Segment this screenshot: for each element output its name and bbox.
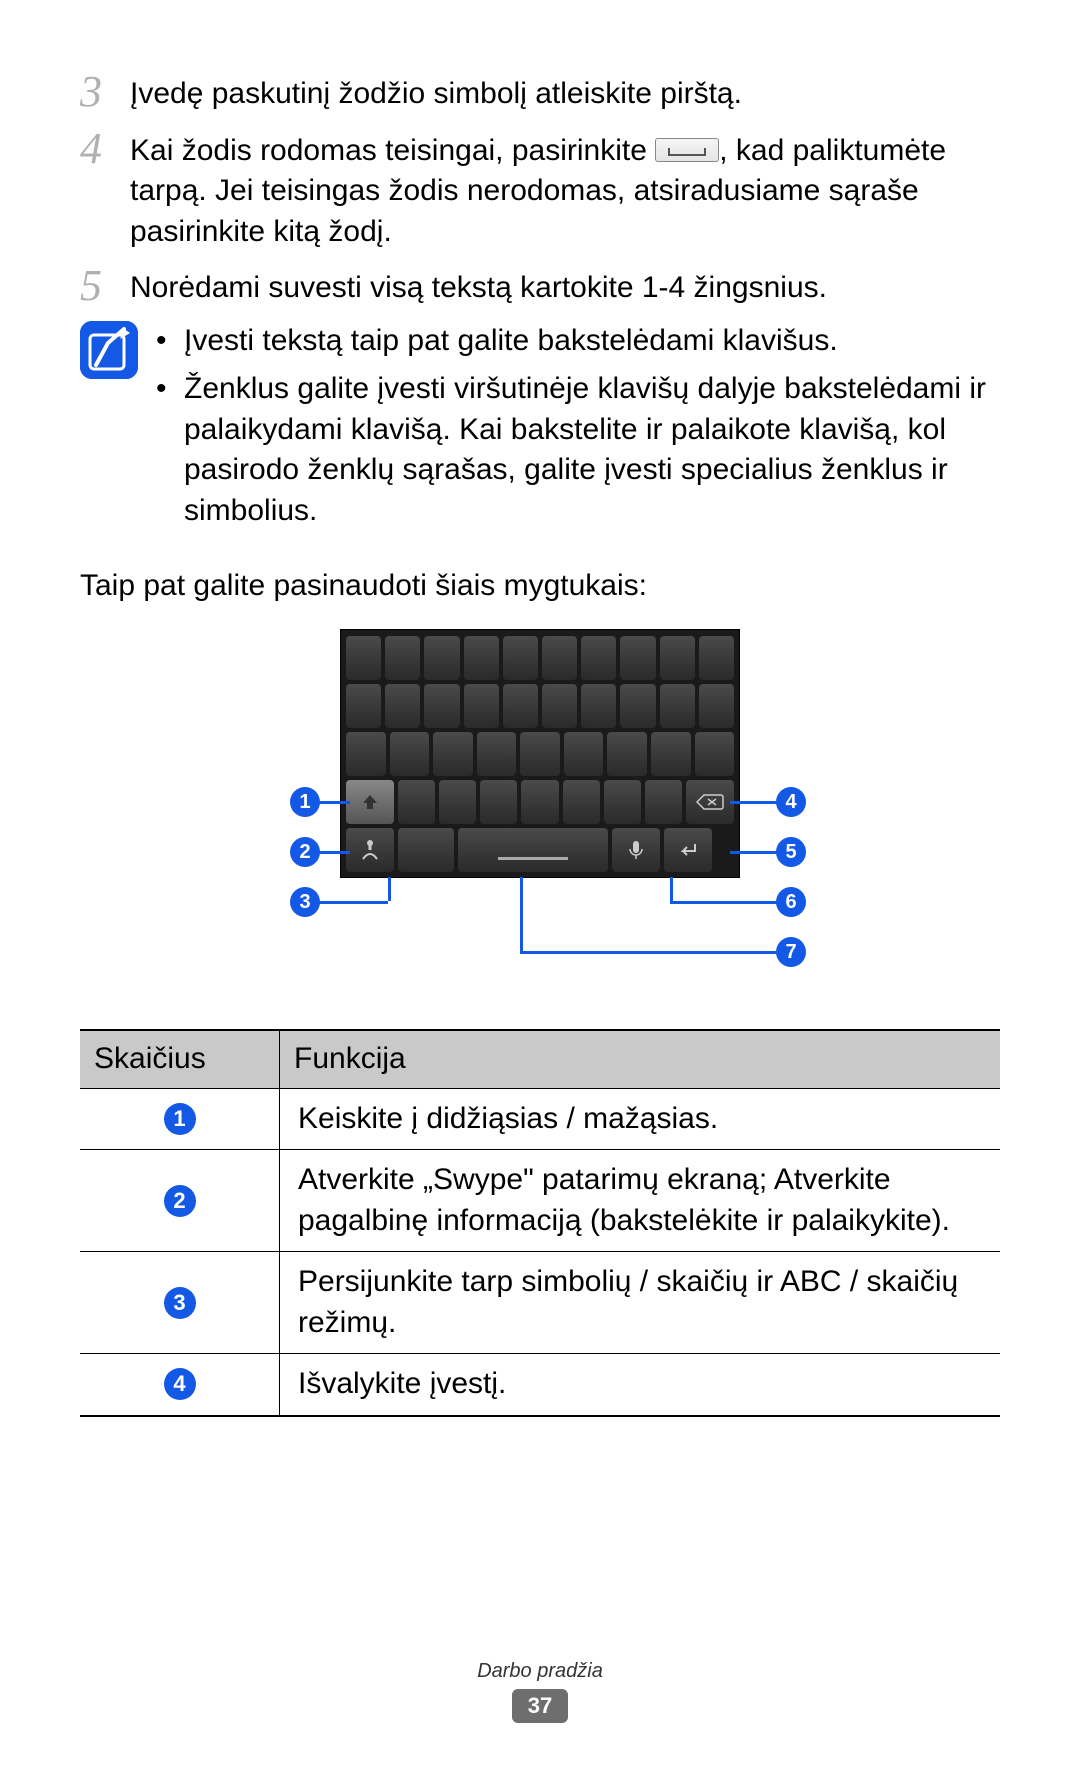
backspace-key xyxy=(686,780,734,824)
page-number: 37 xyxy=(512,1689,568,1723)
intro-text: Taip pat galite pasinaudoti šiais mygtuk… xyxy=(80,569,1000,603)
row-text: Atverkite „Swype" patarimų ekraną; Atver… xyxy=(280,1150,1000,1251)
step-3: 3 Įvedę paskutinį žodžio simbolį atleisk… xyxy=(80,70,1000,115)
spacebar-key-icon xyxy=(655,138,719,162)
note-icon xyxy=(80,321,138,379)
callout-5: 5 xyxy=(776,837,806,867)
table-header: Skaičius Funkcija xyxy=(80,1031,1000,1089)
table-row: 1 Keiskite į didžiąsias / mažąsias. xyxy=(80,1089,1000,1151)
step-number: 4 xyxy=(80,127,130,171)
row-text: Išvalykite įvestį. xyxy=(280,1354,1000,1415)
row-text: Persijunkite tarp simbolių / skaičių ir … xyxy=(280,1252,1000,1353)
callout-4: 4 xyxy=(776,787,806,817)
step-4: 4 Kai žodis rodomas teisingai, pasirinki… xyxy=(80,127,1000,253)
swype-key xyxy=(346,828,394,872)
callout-2: 2 xyxy=(290,837,320,867)
step-number: 5 xyxy=(80,264,130,308)
page-footer: Darbo pradžia 37 xyxy=(0,1660,1080,1723)
note-block: Įvesti tekstą taip pat galite bakstelėda… xyxy=(80,321,1000,540)
callout-7: 7 xyxy=(776,937,806,967)
step4-before: Kai žodis rodomas teisingai, pasirinkite xyxy=(130,134,655,167)
keyboard xyxy=(340,629,740,878)
row-badge: 3 xyxy=(164,1287,196,1319)
row-badge: 1 xyxy=(164,1103,196,1135)
table-row: 3 Persijunkite tarp simbolių / skaičių i… xyxy=(80,1252,1000,1354)
symbol-key xyxy=(398,828,454,872)
callout-3: 3 xyxy=(290,887,320,917)
space-key xyxy=(458,828,608,872)
row-badge: 2 xyxy=(164,1185,196,1217)
row-badge: 4 xyxy=(164,1368,196,1400)
mic-key xyxy=(612,828,660,872)
note-list: Įvesti tekstą taip pat galite bakstelėda… xyxy=(156,321,1000,540)
step-text: Įvedę paskutinį žodžio simbolį atleiskit… xyxy=(130,70,742,115)
note-item: Ženklus galite įvesti viršutinėje klaviš… xyxy=(156,369,1000,531)
function-table: Skaičius Funkcija 1 Keiskite į didžiąsia… xyxy=(80,1029,1000,1417)
step-5: 5 Norėdami suvesti visą tekstą kartokite… xyxy=(80,264,1000,309)
header-number: Skaičius xyxy=(80,1031,280,1088)
note-item: Įvesti tekstą taip pat galite bakstelėda… xyxy=(156,321,1000,362)
table-row: 4 Išvalykite įvestį. xyxy=(80,1354,1000,1415)
row-text: Keiskite į didžiąsias / mažąsias. xyxy=(280,1089,1000,1150)
shift-key xyxy=(346,780,394,824)
step-text: Norėdami suvesti visą tekstą kartokite 1… xyxy=(130,264,827,309)
table-row: 2 Atverkite „Swype" patarimų ekraną; Atv… xyxy=(80,1150,1000,1252)
enter-key xyxy=(664,828,712,872)
header-function: Funkcija xyxy=(280,1031,1000,1088)
footer-section: Darbo pradžia xyxy=(0,1660,1080,1683)
callout-1: 1 xyxy=(290,787,320,817)
step-number: 3 xyxy=(80,70,130,114)
step-text: Kai žodis rodomas teisingai, pasirinkite… xyxy=(130,127,1000,253)
callout-6: 6 xyxy=(776,887,806,917)
keyboard-figure: 1 2 3 4 5 6 7 xyxy=(80,629,1000,989)
